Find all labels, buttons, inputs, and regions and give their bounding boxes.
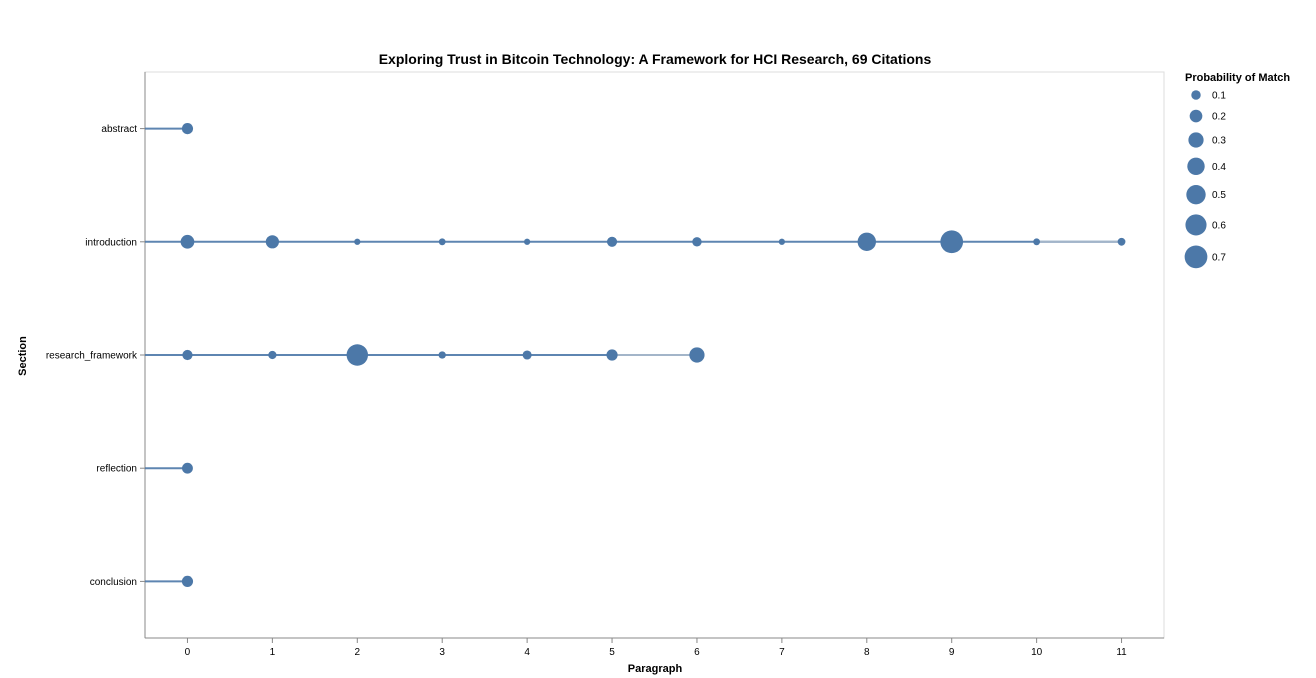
data-point — [857, 232, 876, 251]
data-point — [346, 344, 369, 366]
legend-symbol — [1185, 214, 1207, 236]
legend-label: 0.6 — [1212, 220, 1226, 231]
legend-label: 0.2 — [1212, 112, 1226, 123]
x-tick-label: 4 — [524, 647, 530, 658]
legend-symbol — [1191, 90, 1201, 100]
y-tick-label: reflection — [96, 464, 137, 475]
data-point — [438, 238, 446, 246]
y-axis-title: Section — [17, 336, 29, 376]
data-point — [265, 235, 279, 249]
data-point — [522, 350, 532, 360]
data-point — [1117, 237, 1126, 246]
legend-symbol — [1186, 185, 1206, 205]
x-tick-label: 0 — [185, 647, 191, 658]
x-tick-label: 2 — [355, 647, 361, 658]
y-tick-label: conclusion — [90, 577, 137, 588]
legend-label: 0.3 — [1212, 135, 1226, 146]
y-tick-label: research_framework — [46, 351, 138, 362]
data-point — [606, 349, 618, 361]
x-tick-label: 10 — [1031, 647, 1043, 658]
data-point — [606, 236, 618, 247]
data-point — [354, 238, 361, 245]
chart-title: Exploring Trust in Bitcoin Technology: A… — [379, 51, 932, 67]
legend-symbol — [1188, 132, 1204, 148]
data-point — [523, 238, 531, 245]
x-tick-label: 7 — [779, 647, 785, 658]
y-tick-label: introduction — [85, 237, 137, 248]
legend-symbol — [1189, 109, 1203, 123]
size-legend: Probability of Match 0.1 0.2 0.3 0.4 0.5 0.6 0… — [1184, 72, 1290, 269]
data-point — [692, 237, 702, 247]
x-tick-label: 1 — [270, 647, 276, 658]
data-point — [180, 234, 195, 249]
data-point — [181, 123, 194, 135]
legend-symbol — [1187, 157, 1205, 176]
plot-area: 0 1 2 3 4 5 6 7 8 9 10 11 abstract introduction resear… — [46, 71, 1165, 658]
legend-symbol — [1184, 245, 1208, 269]
legend-label: 0.5 — [1212, 190, 1226, 201]
x-tick-label: 5 — [609, 647, 615, 658]
data-point — [689, 347, 705, 363]
data-point — [182, 462, 193, 474]
y-tick-label: abstract — [101, 124, 137, 135]
legend-label: 0.7 — [1212, 252, 1226, 263]
x-tick-label: 11 — [1116, 647, 1127, 658]
data-point — [438, 351, 446, 359]
x-tick-label: 9 — [949, 647, 955, 658]
data-point — [268, 350, 277, 360]
x-tick-label: 8 — [864, 647, 870, 658]
x-tick-label: 3 — [439, 647, 445, 658]
legend-label: 0.1 — [1212, 91, 1226, 102]
x-tick-label: 6 — [694, 647, 700, 658]
data-point — [182, 349, 193, 361]
legend-title: Probability of Match — [1185, 72, 1290, 84]
legend-label: 0.4 — [1212, 162, 1226, 173]
data-point — [778, 238, 786, 245]
data-point — [1033, 238, 1041, 246]
data-point — [181, 575, 194, 587]
x-axis-title: Paragraph — [628, 663, 683, 675]
data-point — [940, 230, 964, 254]
